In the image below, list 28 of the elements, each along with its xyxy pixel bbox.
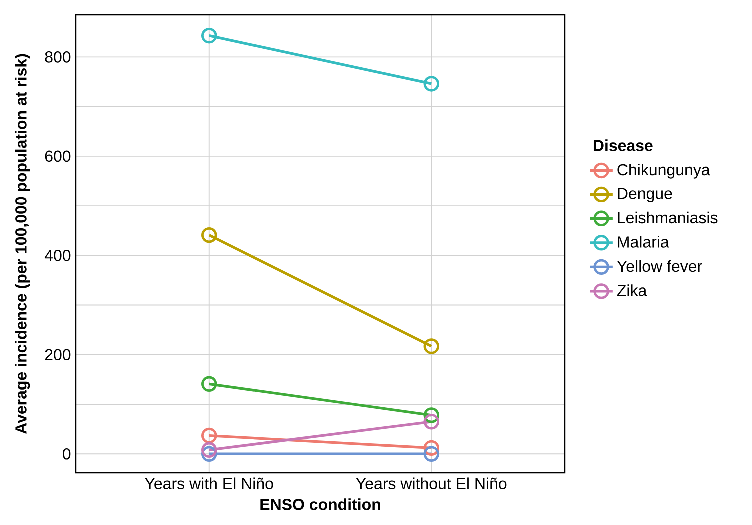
legend-label: Dengue	[618, 188, 672, 203]
point	[202, 376, 218, 392]
y-axis-title: Average incidence (per 100,000 population at risk)	[15, 54, 30, 434]
point	[424, 338, 440, 354]
legend-label: Yellow fever	[617, 260, 702, 272]
point	[424, 440, 440, 456]
point	[202, 442, 218, 458]
x-tick-label: Years with El Niño	[145, 478, 274, 490]
legend-title: Disease	[594, 140, 653, 152]
y-tick-label: 400	[44, 250, 71, 262]
point	[202, 28, 218, 44]
y-tick-label: 200	[45, 349, 71, 361]
point	[424, 408, 440, 424]
y-tick-label: 0	[63, 448, 71, 460]
point	[424, 76, 440, 92]
point	[202, 428, 218, 444]
point	[202, 446, 218, 462]
legend-label: Malaria	[618, 236, 670, 248]
legend-label: Leishmaniasis	[618, 212, 718, 224]
x-tick-label: Years without El Niño	[356, 478, 507, 490]
point	[424, 446, 440, 462]
legend-label: Zika	[617, 284, 648, 296]
point	[424, 414, 440, 430]
y-tick-label: 600	[45, 150, 71, 162]
legend-label: Chikungunya	[618, 164, 710, 179]
point	[202, 227, 218, 244]
y-tick-label: 800	[45, 52, 71, 63]
x-axis-title: ENSO condition	[260, 498, 380, 510]
